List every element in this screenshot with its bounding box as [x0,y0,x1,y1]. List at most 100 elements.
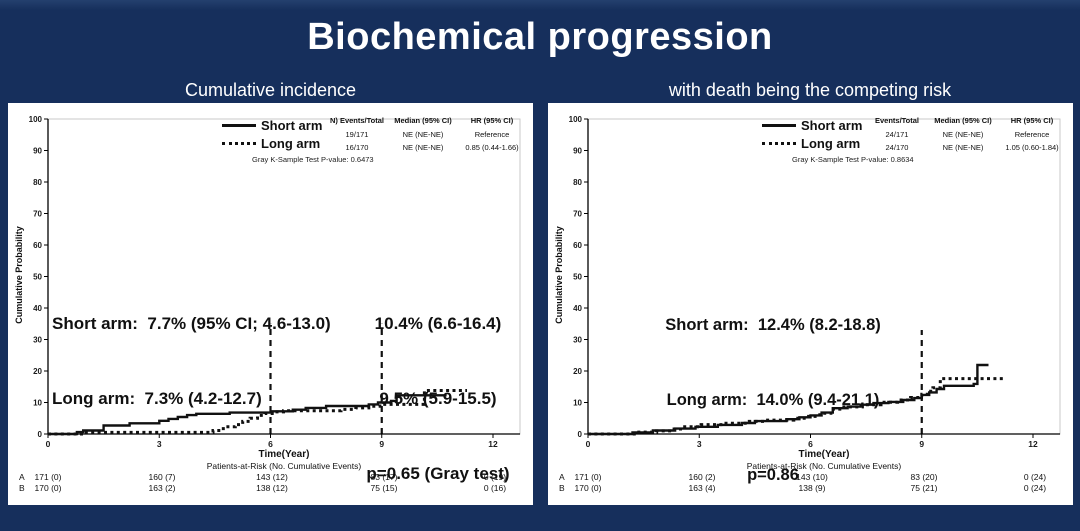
y-tick-label: 0 [578,430,583,439]
estimate-annotation-9y: 10.4% (6.6-16.4) 9.5% (5.9-15.5) p=0.65 … [354,261,522,531]
estimate-annotation-9y: Short arm: 12.4% (8.2-18.8) Long arm: 14… [643,263,903,531]
y-tick-label: 40 [33,304,42,313]
estimate-annotation-6y: Short arm: 7.7% (95% CI; 4.6-13.0) Long … [52,261,331,461]
y-tick-label: 60 [573,241,582,250]
subtitle-cumulative-incidence: Cumulative incidence [184,80,357,100]
legend-values-short-arm: 24/171 NE (NE-NE) Reference [868,126,1064,139]
y-tick-label: 60 [33,241,42,250]
legend-main: Short arm Long arm Events/Total Median (… [762,116,1064,152]
risk-cell: 0 (24) [1023,472,1047,482]
legend-row-short-arm: Short arm [762,117,868,134]
legend-values-long-arm: 16/170 NE (NE-NE) 0.85 (0.44-1.66) [328,139,524,152]
risk-row-label: B [19,483,25,493]
risk-table-title: Patients-at-Risk (No. Cumulative Events) [746,461,902,471]
hr-value: 0.85 (0.44-1.66) [465,142,519,152]
slide-title: Biochemical progression [307,16,773,58]
legend-table-header: Events/Total Median (95% CI) HR (95% CI) [868,116,1064,126]
dotted-line-icon [222,142,256,145]
y-tick-label: 70 [573,209,582,218]
legend-row-short-arm: Short arm [222,117,328,134]
y-tick-label: 40 [573,304,582,313]
risk-table-row: A 171 (0) 160 (2) 143 (10) 83 (20) 0 (24… [548,472,1073,483]
legend-values-short-arm: 19/171 NE (NE-NE) Reference [328,126,524,139]
risk-cell: 143 (10) [796,472,828,482]
x-tick-label: 9 [379,439,384,449]
risk-cell: 138 (12) [256,483,288,493]
risk-cell: 75 (15) [370,483,398,493]
y-tick-label: 100 [29,115,43,124]
hr-value: Reference [1014,129,1050,139]
x-tick-label: 0 [46,439,51,449]
cumulative-incidence-plot: 0 10 20 30 40 50 60 70 80 90 100 0 3 6 9 12 [29,115,521,449]
chart-panel-cumulative-incidence: 0 10 20 30 40 50 60 70 80 90 100 0 3 6 9 12 Cumulative … [8,103,533,505]
risk-cell: 170 (0) [574,483,602,493]
risk-row-label: A [19,472,25,482]
legend-row-long-arm: Long arm [222,135,328,152]
risk-cell: 0 (19) [483,472,507,482]
x-tick-label: 6 [268,439,273,449]
legend-col-events-total: N) Events/Total [329,116,385,125]
y-tick-label: 80 [33,178,42,187]
y-tick-label: 100 [569,115,583,124]
y-tick-label: 10 [573,398,582,407]
estimate-line: 9.5% (5.9-15.5) [379,389,497,408]
y-tick-label: 10 [33,398,42,407]
curve-long-arm [48,389,467,436]
y-tick-label: 20 [33,367,42,376]
estimate-line: Long arm: 14.0% (9.4-21.1) [666,391,880,409]
x-tick-label: 12 [488,439,498,449]
gray-test-pvalue: Gray K-Sample Test P-value: 0.8634 [792,155,914,164]
risk-cell: 160 (2) [688,472,716,482]
y-tick-label: 50 [573,272,582,281]
y-tick-label: 90 [33,146,42,155]
chart-panel-competing-risk: 0 10 20 30 40 50 60 70 80 90 100 0 3 6 9 12 Cumulative … [548,103,1073,505]
median-value: NE (NE-NE) [402,129,444,139]
legend-col-median: Median (95% CI) [934,116,992,125]
y-tick-label: 30 [33,335,42,344]
risk-cell: 75 (21) [910,483,938,493]
legend-series-name: Short arm [261,118,323,133]
y-tick-label: 90 [573,146,582,155]
estimate-line: p=0.86 [747,466,799,484]
legend-series-name: Long arm [261,136,321,151]
subtitle-competing-risk: with death being the competing risk [668,80,952,100]
solid-line-icon [222,124,256,127]
y-axis-label: Cumulative Probability [14,226,24,324]
risk-cell: 0 (16) [483,483,507,493]
median-value: NE (NE-NE) [942,129,984,139]
x-axis-title: Time(Year) [798,449,850,460]
curve-short-arm [48,394,447,436]
legend-table-header: N) Events/Total Median (95% CI) HR (95% … [328,116,524,126]
legend: Short arm Long arm Events/Total Median (… [762,116,1064,164]
risk-cell: 83 (20) [910,472,938,482]
y-tick-label: 30 [573,335,582,344]
hr-value: Reference [474,129,510,139]
risk-cell: 83 (17) [370,472,398,482]
legend-col-hr: HR (95% CI) [1010,116,1054,125]
risk-row-label: A [559,472,565,482]
risk-cell: 171 (0) [574,472,602,482]
dotted-line-icon [762,142,796,145]
y-tick-label: 0 [38,430,43,439]
risk-cell: 0 (24) [1023,483,1047,493]
y-tick-label: 20 [573,367,582,376]
estimate-line: Short arm: 12.4% (8.2-18.8) [665,316,881,334]
legend-row-long-arm: Long arm [762,135,868,152]
x-axis-title: Time(Year) [258,449,310,460]
estimate-line: p=0.65 (Gray test) [366,464,510,483]
estimate-line: Short arm: 7.7% (95% CI; 4.6-13.0) [52,314,331,333]
risk-cell: 163 (4) [688,483,716,493]
legend-col-events-total: Events/Total [874,116,920,125]
risk-cell: 170 (0) [34,483,62,493]
events-total-value: 19/171 [345,129,369,139]
median-value: NE (NE-NE) [402,142,444,152]
x-tick-label: 0 [586,439,591,449]
gray-test-pvalue: Gray K-Sample Test P-value: 0.6473 [252,155,374,164]
x-tick-label: 3 [157,439,162,449]
x-tick-label: 9 [919,439,924,449]
legend-col-median: Median (95% CI) [394,116,452,125]
legend-main: Short arm Long arm N) Events/Total Media… [222,116,524,152]
risk-row-label: B [559,483,565,493]
legend: Short arm Long arm N) Events/Total Media… [222,116,524,164]
